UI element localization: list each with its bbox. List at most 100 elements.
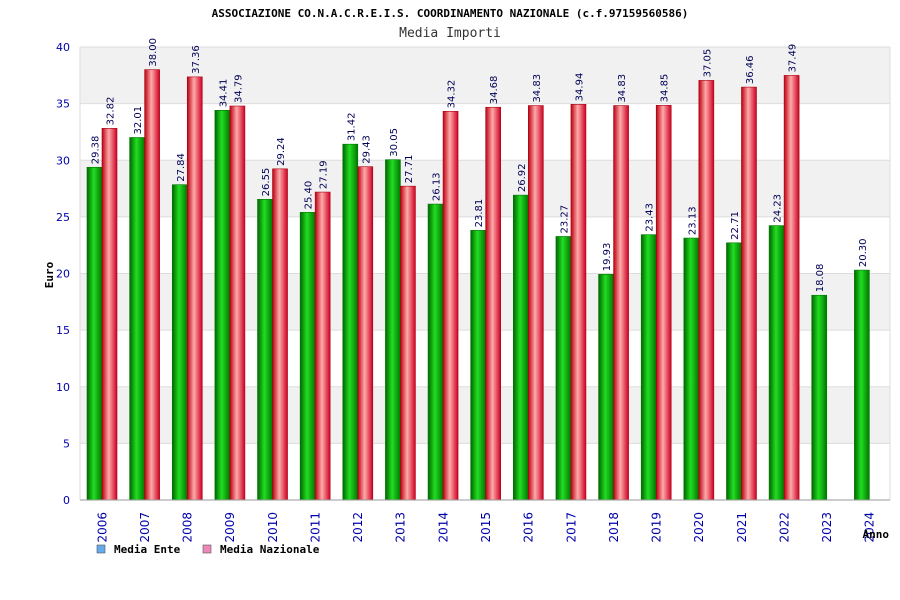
data-label: 23.43: [645, 203, 656, 232]
legend-swatch-ente: [96, 544, 106, 554]
y-tick-label: 35: [56, 98, 70, 111]
x-tick-label: 2017: [564, 512, 578, 543]
data-label: 34.85: [660, 74, 671, 103]
x-tick-label: 2011: [308, 512, 322, 543]
bar-media-nazionale: [400, 185, 416, 501]
x-axis-ticks: 2006 2007 2008 2009 2010 2011 2012 2013 2014 2015…: [95, 512, 876, 543]
x-tick-label: 2013: [394, 512, 408, 543]
data-label: 19.93: [602, 243, 613, 272]
bar-media-ente: [555, 236, 572, 501]
data-labels: 29.38 32.82 32.01 38.00 27.84 37.36 34.41 34.79…: [91, 38, 869, 292]
bar-media-nazionale: [698, 80, 715, 501]
bar-media-ente: [214, 110, 231, 501]
y-tick-label: 10: [56, 381, 70, 394]
bar-media-ente: [470, 230, 486, 501]
data-label: 34.83: [532, 74, 543, 103]
data-label: 34.32: [447, 80, 458, 109]
y-tick-label: 0: [63, 494, 70, 507]
bar-media-ente: [171, 184, 188, 501]
x-tick-label: 2008: [181, 512, 195, 543]
y-tick-label: 5: [63, 437, 70, 450]
bar-media-ente: [129, 137, 145, 501]
data-label: 31.42: [346, 113, 357, 142]
bar-media-nazionale: [101, 128, 118, 501]
bar-media-nazionale: [357, 166, 374, 501]
data-label: 23.27: [559, 205, 570, 234]
y-tick-label: 25: [56, 211, 70, 224]
data-label: 27.19: [319, 160, 330, 189]
data-label: 23.81: [474, 199, 485, 228]
bar-media-ente: [257, 199, 273, 501]
data-label: 37.36: [191, 45, 202, 74]
data-label: 30.05: [389, 128, 400, 157]
bar-media-ente: [342, 143, 359, 501]
bar-media-nazionale: [442, 111, 459, 501]
bar-media-nazionale: [229, 105, 246, 501]
data-label: 34.41: [218, 79, 229, 108]
x-tick-label: 2022: [777, 512, 791, 543]
data-label: 29.38: [91, 136, 102, 165]
bar-media-ente: [726, 242, 742, 501]
legend-swatch-nazionale: [202, 544, 212, 554]
x-tick-label: 2009: [223, 512, 237, 543]
x-tick-label: 2010: [266, 512, 280, 543]
data-label: 34.79: [233, 74, 244, 103]
y-tick-label: 20: [56, 268, 70, 281]
x-tick-label: 2023: [820, 512, 834, 543]
bar-media-ente: [513, 194, 529, 501]
bar-media-ente: [427, 203, 444, 501]
y-tick-label: 15: [56, 324, 70, 337]
data-label: 26.92: [517, 163, 528, 192]
bar-media-ente: [683, 237, 700, 501]
legend-label-nazionale: Media Nazionale: [220, 543, 320, 556]
bar-media-nazionale: [528, 105, 544, 501]
data-label: 32.01: [133, 106, 144, 135]
data-label: 24.23: [773, 194, 784, 223]
legend: Media Ente Media Nazionale: [96, 543, 320, 556]
legend-label-ente: Media Ente: [114, 543, 181, 556]
x-tick-label: 2020: [692, 512, 706, 543]
data-label: 25.40: [304, 181, 315, 210]
bar-media-nazionale: [485, 106, 501, 501]
x-tick-label: 2016: [522, 512, 536, 543]
bar-media-ente: [385, 159, 401, 501]
y-tick-label: 40: [56, 41, 70, 54]
data-label: 36.46: [745, 55, 756, 84]
bars: [86, 69, 870, 501]
y-tick-label: 30: [56, 154, 70, 167]
x-tick-label: 2012: [351, 512, 365, 543]
chart-subtitle: Media Importi: [399, 26, 501, 41]
data-label: 22.71: [730, 211, 741, 240]
data-label: 32.82: [106, 97, 117, 126]
bar-media-nazionale: [783, 75, 800, 501]
bar-media-nazionale: [314, 191, 331, 501]
bar-media-nazionale: [655, 105, 672, 501]
y-axis-ticks: 0 5 10 15 20 25 30 35 40: [56, 41, 70, 507]
bar-media-ente: [598, 273, 614, 501]
y-axis-label: Euro: [43, 261, 56, 288]
data-label: 34.68: [489, 76, 500, 105]
x-axis-label: Anno: [863, 528, 890, 541]
data-label: 34.83: [617, 74, 628, 103]
bar-media-ente: [299, 212, 316, 501]
bar-media-ente: [811, 294, 828, 501]
x-tick-label: 2006: [95, 512, 109, 543]
data-label: 20.30: [858, 238, 869, 267]
bar-media-nazionale: [186, 76, 203, 501]
x-tick-label: 2018: [607, 512, 621, 543]
data-label: 29.24: [276, 137, 287, 166]
chart-title: ASSOCIAZIONE CO.N.A.C.R.E.I.S. COORDINAM…: [212, 7, 689, 20]
data-label: 38.00: [148, 38, 159, 67]
data-label: 34.94: [574, 73, 585, 102]
bar-media-nazionale: [741, 86, 757, 501]
data-label: 23.13: [687, 206, 698, 235]
x-tick-label: 2024: [863, 512, 877, 543]
data-label: 26.13: [432, 172, 443, 201]
bar-media-nazionale: [272, 168, 288, 501]
bar-media-nazionale: [613, 105, 629, 501]
bar-media-ente: [768, 225, 785, 501]
x-tick-label: 2021: [735, 512, 749, 543]
bar-media-nazionale: [144, 69, 160, 501]
bar-media-ente: [640, 234, 657, 501]
